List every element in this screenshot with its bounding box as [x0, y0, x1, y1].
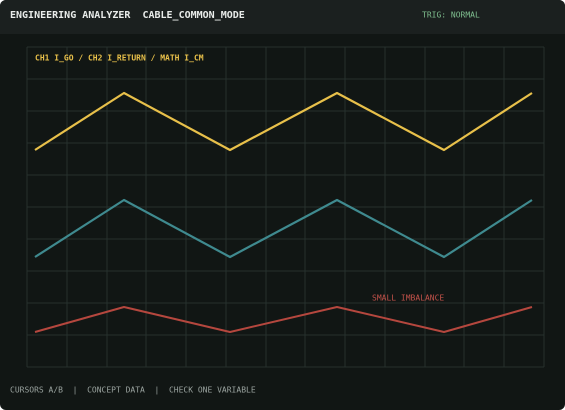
annotation: SMALL IMBALANCE — [372, 294, 444, 303]
ch1-trace — [34, 91, 533, 152]
trace-label: CH1 I_GO / CH2 I_RETURN / MATH I_CM — [35, 54, 204, 63]
app-title: ENGINEERING ANALYZER CABLE_COMMON_MODE — [10, 10, 245, 21]
ch2-trace — [34, 198, 533, 259]
header-bar — [0, 0, 565, 34]
footer-text: CURSORS A/B | CONCEPT DATA | CHECK ONE V… — [10, 386, 256, 395]
trigger-status: TRIG: NORMAL — [422, 11, 480, 20]
math-trace — [34, 306, 533, 333]
grid — [26, 46, 545, 368]
